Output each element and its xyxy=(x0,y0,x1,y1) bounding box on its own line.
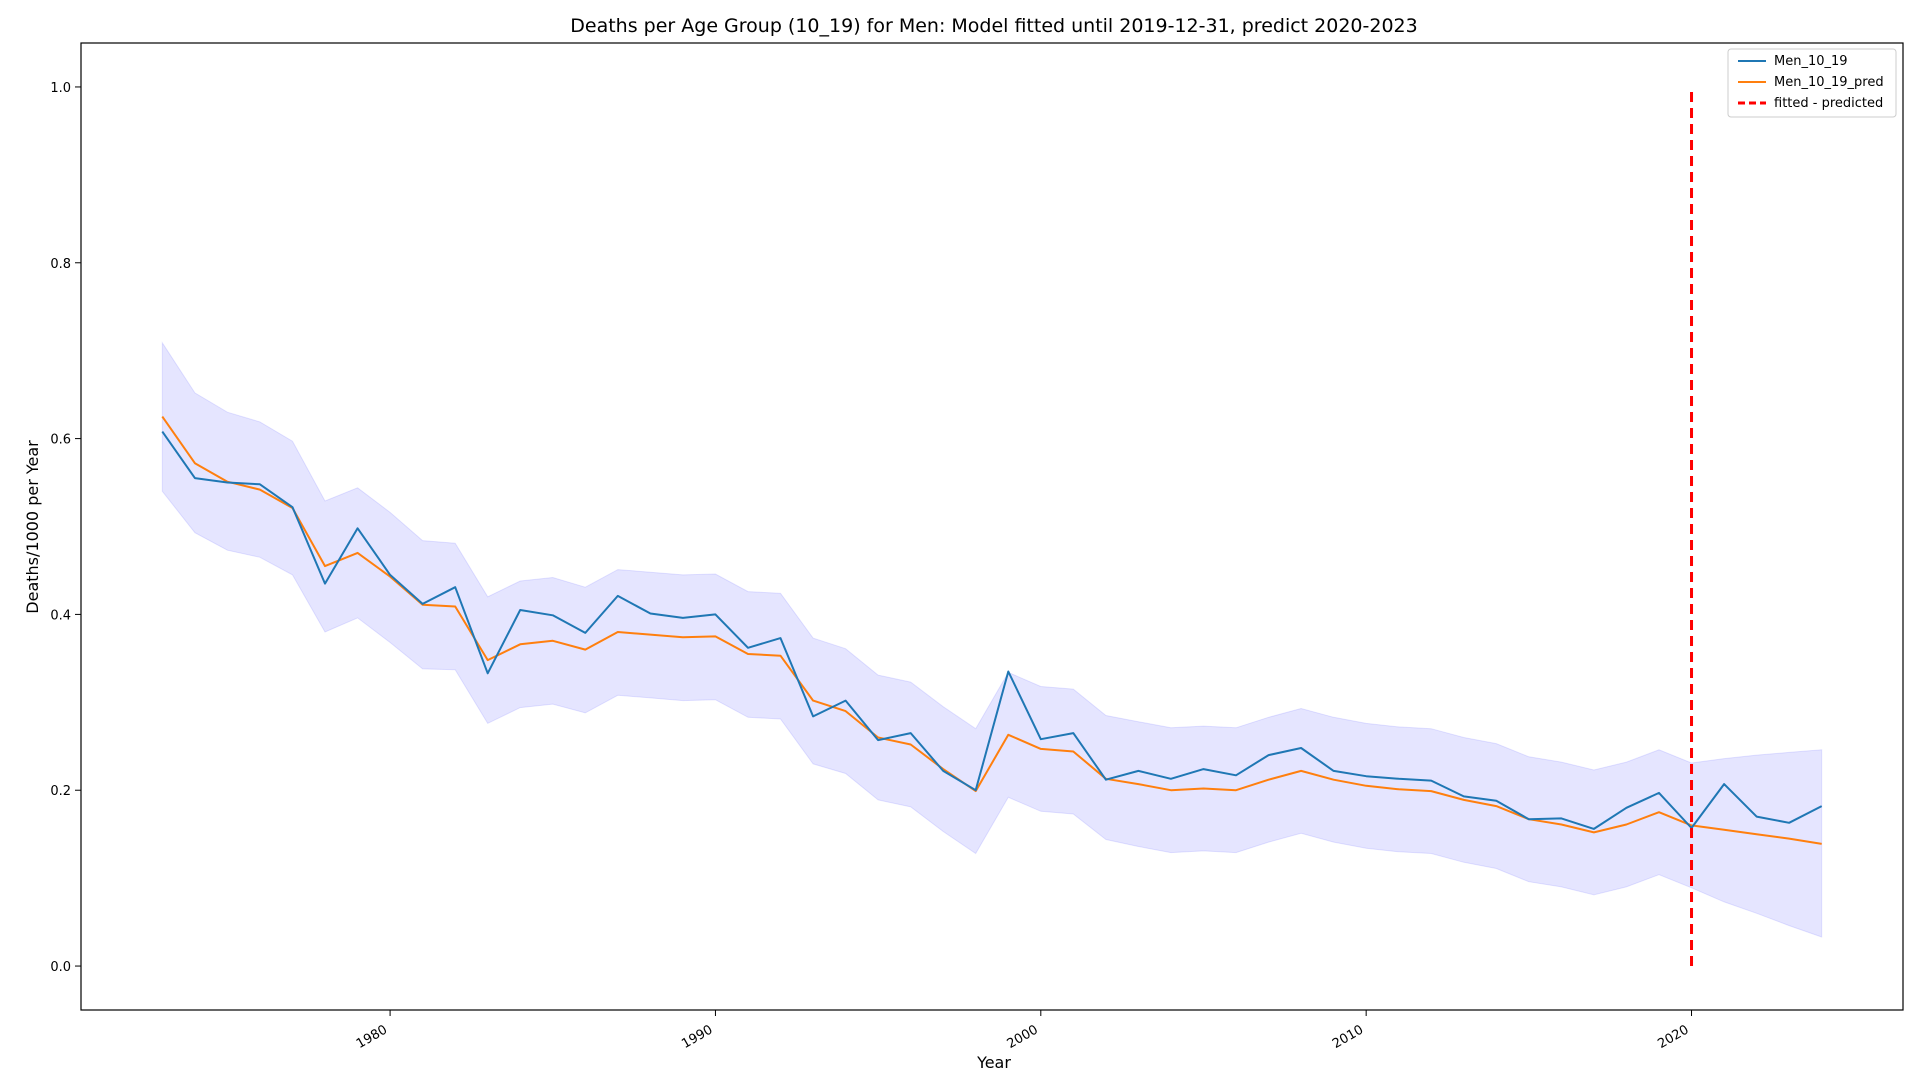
y-tick-label: 0.4 xyxy=(50,608,71,623)
legend: Men_10_19 Men_10_19_pred fitted - predic… xyxy=(1727,48,1897,118)
legend-box xyxy=(1727,48,1897,118)
y-tick-label: 0.8 xyxy=(50,257,71,272)
legend-label-men-10-19-pred: Men_10_19_pred xyxy=(1774,75,1884,90)
y-tick-label: 0.0 xyxy=(50,960,71,975)
confidence-band xyxy=(161,341,1823,938)
y-tick-label: 0.6 xyxy=(50,433,71,448)
plot-frame xyxy=(80,42,1904,1011)
x-axis-label: Year xyxy=(976,1053,1011,1072)
legend-label-fitted-predicted: fitted - predicted xyxy=(1774,96,1883,111)
legend-label-men-10-19: Men_10_19 xyxy=(1774,54,1848,69)
y-axis: 0.0 0.2 0.4 0.6 0.8 1.0 xyxy=(50,81,81,975)
series-line-men-10-19 xyxy=(161,431,1823,830)
y-tick-label: 0.2 xyxy=(50,784,71,799)
chart-title: Deaths per Age Group (10_19) for Men: Mo… xyxy=(570,15,1417,37)
series-line-men-10-19-pred xyxy=(161,416,1822,845)
plot-area xyxy=(161,86,1823,967)
y-tick-label: 1.0 xyxy=(50,81,71,96)
y-axis-label: Deaths/1000 per Year xyxy=(23,440,42,614)
